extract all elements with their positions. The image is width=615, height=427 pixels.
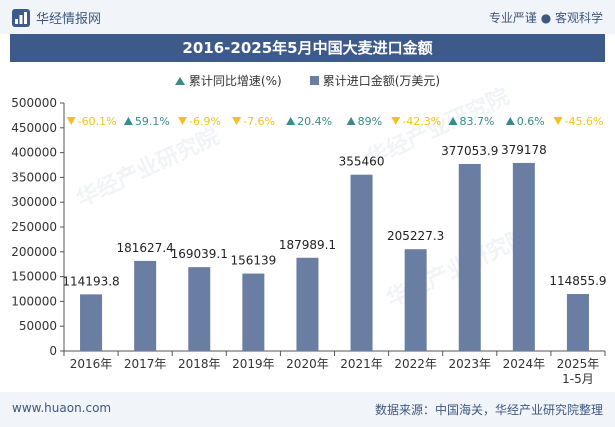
growth-label: 0.6% — [517, 115, 545, 128]
bar — [566, 294, 589, 351]
x-tick-label: 2024年 — [503, 357, 546, 371]
website-link[interactable]: www.huaon.com — [12, 401, 112, 415]
bar — [188, 267, 211, 351]
x-tick-label: 2022年 — [394, 357, 437, 371]
triangle-up-icon — [505, 117, 515, 125]
logo-icon — [12, 8, 30, 27]
triangle-up-icon — [286, 117, 296, 125]
triangle-down-icon — [553, 117, 563, 125]
legend-growth: 累计同比增速(%) — [174, 72, 282, 89]
triangle-down-icon — [391, 117, 401, 125]
growth-label: 20.4% — [297, 115, 332, 128]
x-tick-label: 2018年 — [178, 357, 221, 371]
bar — [404, 249, 427, 351]
x-tick-label: 2016年 — [70, 357, 113, 371]
growth-label: -60.1% — [78, 115, 117, 128]
bar-value-label: 181627.4 — [117, 241, 174, 255]
y-tick-label: 350000 — [11, 170, 57, 184]
growth-label: -7.6% — [243, 115, 275, 128]
bar — [512, 162, 535, 351]
legend-growth-label: 累计同比增速(%) — [188, 74, 282, 88]
triangle-up-icon — [174, 76, 185, 85]
x-tick-label: 2025年 1-5月 — [557, 357, 600, 386]
bar-value-label: 114855.9 — [549, 274, 606, 288]
bar-value-label: 379178 — [501, 143, 547, 157]
y-tick-label: 50000 — [19, 319, 57, 333]
x-tick-label: 2019年 — [232, 357, 275, 371]
top-bar: 华经情报网 专业严谨 ● 客观科学 — [0, 0, 615, 34]
x-tick-label: 2017年 — [124, 357, 167, 371]
chart-legend: 累计同比增速(%) 累计进口金额(万美元) — [0, 72, 615, 89]
bar-value-label: 205227.3 — [387, 229, 444, 243]
chart-title: 2016-2025年5月中国大麦进口金额 — [10, 34, 605, 62]
y-tick-label: 150000 — [11, 270, 57, 284]
bar — [350, 174, 373, 351]
brand-name: 华经情报网 — [36, 12, 102, 27]
y-tick-label: 400000 — [11, 146, 57, 160]
x-tick-label: 2021年 — [340, 357, 383, 371]
data-source: 数据来源：中国海关，华经产业研究院整理 — [374, 403, 603, 417]
brand[interactable]: 华经情报网 — [12, 8, 101, 27]
x-tick-label: 2023年 — [448, 357, 491, 371]
bar-value-label: 355460 — [339, 155, 385, 169]
triangle-down-icon — [66, 117, 76, 125]
legend-amount-label: 累计进口金额(万美元) — [322, 74, 441, 88]
triangle-down-icon — [232, 117, 242, 125]
y-tick-label: 300000 — [11, 195, 57, 209]
y-tick-label: 0 — [49, 344, 57, 358]
growth-label: -42.3% — [402, 115, 441, 128]
tagline: 专业严谨 ● 客观科学 — [488, 11, 603, 25]
y-tick-label: 200000 — [11, 245, 57, 259]
bar — [80, 294, 103, 351]
growth-label: -45.6% — [565, 115, 604, 128]
y-tick-label: 100000 — [11, 294, 57, 308]
y-tick-label: 500000 — [11, 96, 57, 110]
y-tick-label: 250000 — [11, 220, 57, 234]
footer: www.huaon.com 数据来源：中国海关，华经产业研究院整理 — [0, 392, 615, 427]
growth-label: 83.7% — [460, 115, 495, 128]
bar-value-label: 169039.1 — [171, 247, 228, 261]
triangle-up-icon — [123, 117, 133, 125]
bar-value-label: 377053.9 — [441, 144, 498, 158]
bar — [134, 260, 157, 351]
bar-value-label: 114193.8 — [62, 274, 119, 288]
triangle-down-icon — [178, 117, 187, 125]
bar — [242, 273, 265, 351]
growth-label: 89% — [358, 115, 382, 128]
bar — [458, 163, 481, 351]
x-tick-label: 2020年 — [286, 357, 329, 371]
bar-swatch-icon — [309, 76, 319, 85]
triangle-up-icon — [448, 117, 458, 125]
growth-label: 59.1% — [135, 115, 170, 128]
bar — [296, 257, 319, 351]
growth-label: -6.9% — [189, 115, 221, 128]
legend-amount: 累计进口金额(万美元) — [309, 72, 441, 89]
y-tick-label: 450000 — [11, 121, 57, 135]
bar-value-label: 156139 — [230, 254, 276, 268]
bar-value-label: 187989.1 — [279, 238, 336, 252]
triangle-up-icon — [346, 117, 356, 125]
